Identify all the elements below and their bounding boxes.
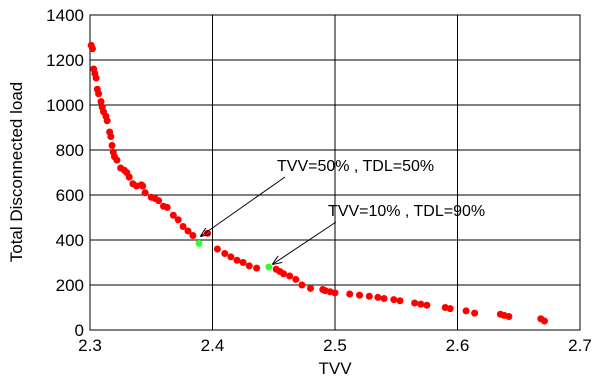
x-tick-label: 2.4 (201, 336, 225, 355)
data-point (374, 293, 382, 301)
data-point (97, 98, 105, 106)
x-tick-label: 2.3 (78, 336, 102, 355)
data-point (423, 301, 431, 309)
data-point (346, 290, 354, 298)
data-point (195, 239, 203, 247)
data-point (113, 156, 121, 164)
y-axis-label: Total Disconnected load (7, 82, 26, 263)
data-point (417, 300, 425, 308)
data-point (179, 223, 187, 230)
data-point (125, 173, 133, 181)
x-tick-label: 2.6 (446, 336, 470, 355)
data-point (286, 272, 294, 280)
y-ticks: 0 200 400 600 800 1000 1200 1400 (46, 6, 84, 340)
y-tick-label: 800 (56, 141, 84, 160)
y-tick-label: 1200 (46, 51, 84, 70)
data-point (292, 275, 300, 283)
annotation-label: TVV=10% , TDL=90% (328, 203, 485, 220)
data-point (380, 295, 388, 302)
data-point (265, 263, 273, 271)
annotations: TVV=50% , TDL=50% TVV=10% , TDL=90% (201, 158, 485, 264)
plot-frame (89, 14, 581, 331)
data-point (331, 289, 339, 297)
data-point (213, 245, 221, 253)
data-point (245, 262, 253, 270)
data-point (471, 309, 479, 317)
data-point (411, 299, 419, 307)
data-point (184, 227, 192, 235)
data-point (540, 317, 548, 325)
data-point (239, 259, 247, 266)
grid-lines (90, 15, 580, 330)
annotation-label: TVV=50% , TDL=50% (277, 158, 434, 175)
data-point (163, 203, 171, 211)
data-point (253, 264, 261, 272)
data-point (92, 74, 100, 82)
data-point (365, 292, 373, 300)
data-point (390, 296, 398, 304)
data-point (396, 297, 404, 305)
data-point (233, 256, 241, 264)
y-tick-label: 400 (56, 231, 84, 250)
data-point (298, 281, 306, 289)
data-point (103, 117, 111, 125)
data-point (505, 313, 513, 320)
data-point (446, 305, 454, 313)
x-axis-label: TVV (318, 359, 352, 378)
data-point (88, 45, 96, 53)
x-tick-label: 2.5 (323, 336, 347, 355)
data-point (169, 211, 177, 219)
data-point (107, 133, 115, 140)
data-point (356, 291, 363, 299)
data-point (174, 216, 182, 224)
y-tick-label: 1000 (46, 96, 84, 115)
data-point (95, 90, 103, 98)
annotation-arrow (273, 221, 337, 264)
y-tick-label: 600 (56, 186, 84, 205)
annotation-arrow (201, 176, 286, 236)
x-ticks: 2.3 2.4 2.5 2.6 2.7 (78, 336, 592, 355)
data-points (87, 41, 548, 325)
data-point (227, 253, 235, 261)
y-tick-label: 1400 (46, 6, 84, 25)
data-point (462, 307, 470, 315)
data-point (139, 182, 147, 190)
data-point (280, 270, 288, 278)
data-point (108, 142, 116, 149)
x-tick-label: 2.7 (568, 336, 592, 355)
y-tick-label: 200 (56, 276, 84, 295)
data-point (141, 189, 149, 197)
data-point (307, 284, 314, 292)
y-tick-label: 0 (75, 321, 84, 340)
data-point (221, 250, 229, 257)
data-point (155, 197, 163, 205)
data-point (189, 232, 197, 239)
